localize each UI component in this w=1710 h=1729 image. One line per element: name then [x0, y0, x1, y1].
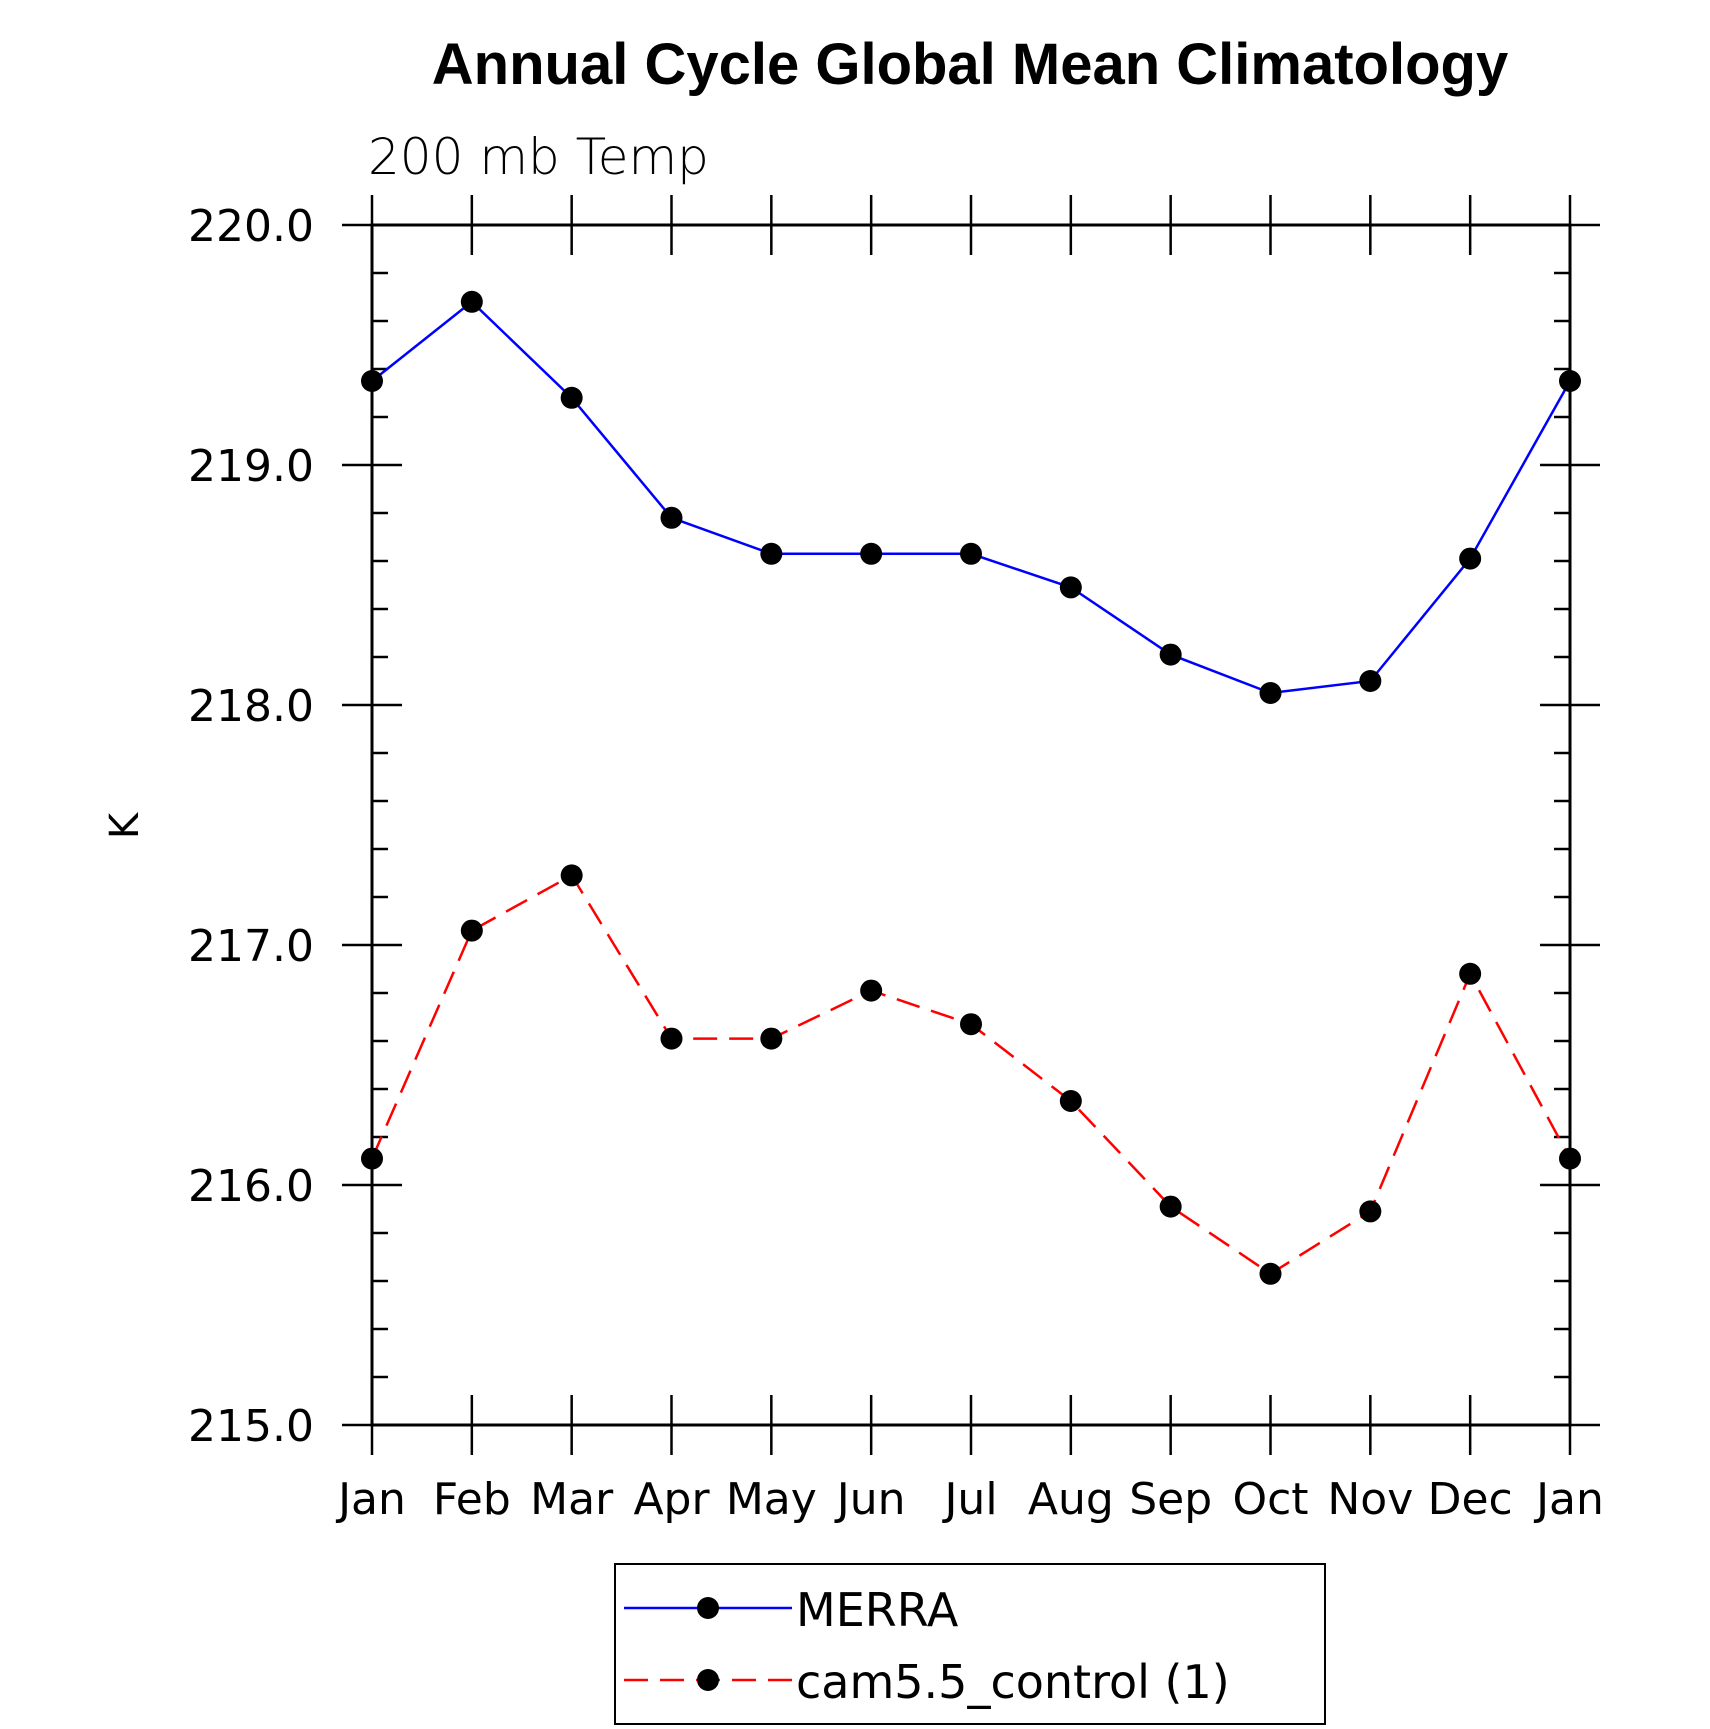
x-tick-label: Jun — [834, 1474, 906, 1525]
x-tick-label: Jan — [1533, 1474, 1604, 1525]
series-1-point — [760, 1027, 783, 1050]
y-tick-label: 215.0 — [188, 1401, 314, 1452]
series-0-point — [460, 290, 483, 313]
x-tick-label: Aug — [1028, 1474, 1114, 1525]
series-1-point — [660, 1027, 683, 1050]
series-0-point — [1159, 643, 1182, 666]
legend-marker-merra — [697, 1597, 719, 1619]
x-tick-label: Mar — [530, 1474, 614, 1525]
series-1-point — [1459, 962, 1482, 985]
legend-label-cam: cam5.5_control (1) — [796, 1655, 1230, 1709]
axes — [370, 223, 1572, 1427]
x-tick-label: Sep — [1129, 1474, 1212, 1525]
series-0-point — [560, 386, 583, 409]
series-1-point — [1059, 1090, 1082, 1112]
chart-subtitle: 200 mb Temp — [368, 128, 709, 186]
series-0-point — [760, 542, 783, 565]
y-tick-label: 217.0 — [188, 921, 314, 972]
x-tick-label: Dec — [1428, 1474, 1513, 1525]
series-0-point — [960, 542, 982, 565]
x-tick-label: Oct — [1232, 1474, 1308, 1525]
series-1-point — [1359, 1200, 1382, 1223]
legend-marker-cam — [697, 1669, 719, 1691]
series-line-0 — [371, 300, 1572, 695]
x-tick-label: Jul — [941, 1474, 997, 1525]
series-0-point — [1059, 576, 1082, 599]
ticks: Jan Feb Mar Apr May Jun Jul Aug Sep Oct Nov Dec Jan 2… — [188, 195, 1604, 1525]
y-axis-label: K — [102, 811, 148, 839]
series-1-point — [1159, 1195, 1182, 1218]
x-tick-label: Jan — [335, 1474, 406, 1525]
x-tick-label: May — [726, 1474, 817, 1525]
series-0-point — [860, 542, 883, 565]
y-tick-label: 220.0 — [188, 201, 314, 252]
series-0-point — [660, 506, 683, 529]
x-tick-label: Feb — [433, 1474, 511, 1525]
series-0-point — [1359, 670, 1382, 692]
legend-entry-cam: cam5.5_control (1) — [624, 1655, 1230, 1709]
series-1-point — [860, 979, 883, 1002]
legend-label-merra: MERRA — [796, 1583, 959, 1637]
chart-title: Annual Cycle Global Mean Climatology — [432, 32, 1508, 97]
series-1-point — [1259, 1262, 1282, 1285]
x-tick-label: Apr — [633, 1474, 710, 1525]
series-1-point — [361, 1147, 383, 1170]
series-0-point — [1459, 547, 1482, 570]
series-0-point — [1559, 370, 1581, 392]
series-0-point — [361, 370, 383, 392]
series-1-point — [560, 864, 583, 887]
series — [361, 290, 1581, 1285]
series-line-1 — [370, 873, 1572, 1276]
x-tick-label: Nov — [1327, 1474, 1413, 1525]
legend-box — [614, 1563, 1326, 1725]
series-1-point — [460, 919, 483, 942]
plot-frame — [370, 223, 1572, 1427]
y-tick-label: 219.0 — [188, 441, 314, 492]
series-1-point — [1559, 1147, 1581, 1170]
legend-entry-merra: MERRA — [624, 1583, 959, 1637]
series-0-point — [1259, 682, 1282, 704]
y-tick-label: 216.0 — [188, 1161, 314, 1212]
legend: MERRA cam5.5_control (1) — [614, 1563, 1326, 1725]
series-1-point — [960, 1013, 982, 1036]
y-tick-label: 218.0 — [188, 681, 314, 732]
